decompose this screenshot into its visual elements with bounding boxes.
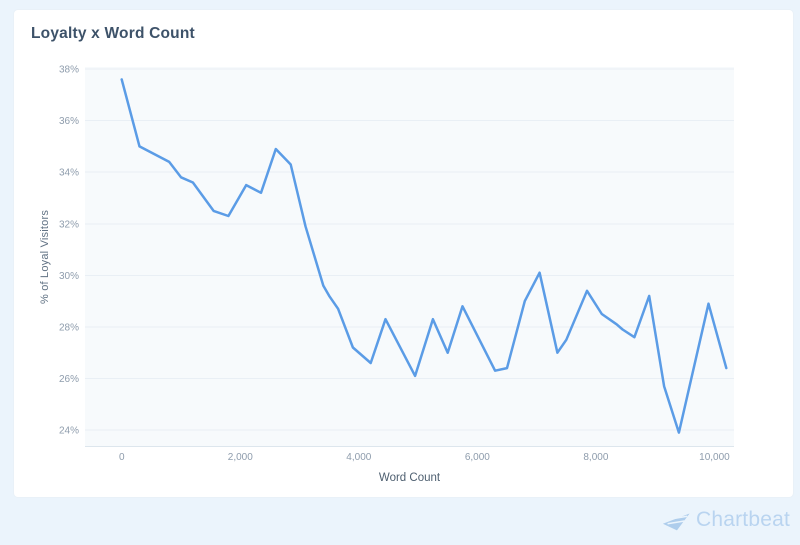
chartbeat-logo: Chartbeat	[661, 507, 790, 533]
x-tick-label-0: 0	[119, 452, 125, 463]
y-tick-label-34: 34%	[59, 168, 79, 179]
chart-title: Loyalty x Word Count	[31, 25, 195, 42]
y-axis-title: % of Loyal Visitors	[39, 209, 51, 305]
x-tick-label-4000: 4,000	[346, 452, 371, 463]
x-tick-label-6000: 6,000	[465, 452, 490, 463]
y-tick-label-26: 26%	[59, 374, 79, 385]
x-axis-title: Word Count	[378, 472, 441, 484]
x-tick-label-10000: 10,000	[699, 452, 730, 463]
chartbeat-plane-icon	[662, 512, 690, 530]
y-tick-label-28: 28%	[59, 322, 79, 333]
y-tick-label-30: 30%	[59, 271, 79, 282]
plot-area	[85, 67, 734, 446]
chart-canvas: 24% 26% 28% 30% 32% 34% 36% 38% 0 2,000 4,000 6,000…	[59, 65, 734, 463]
line-chart: 24% 26% 28% 30% 32% 34% 36% 38% 0 2,000 4,000 6,000…	[14, 10, 795, 499]
loyalty-series-line	[120, 78, 728, 434]
chartbeat-wordmark: Chartbeat	[695, 508, 790, 531]
y-tick-label-38: 38%	[59, 65, 79, 76]
x-tick-label-8000: 8,000	[583, 452, 608, 463]
x-tick-label-2000: 2,000	[228, 452, 253, 463]
y-tick-label-36: 36%	[59, 116, 79, 127]
y-tick-label-32: 32%	[59, 219, 79, 230]
y-tick-label-24: 24%	[59, 426, 79, 437]
chart-card: Loyalty x Word Count 24% 26% 28% 30% 32% 34% 3…	[13, 9, 794, 498]
